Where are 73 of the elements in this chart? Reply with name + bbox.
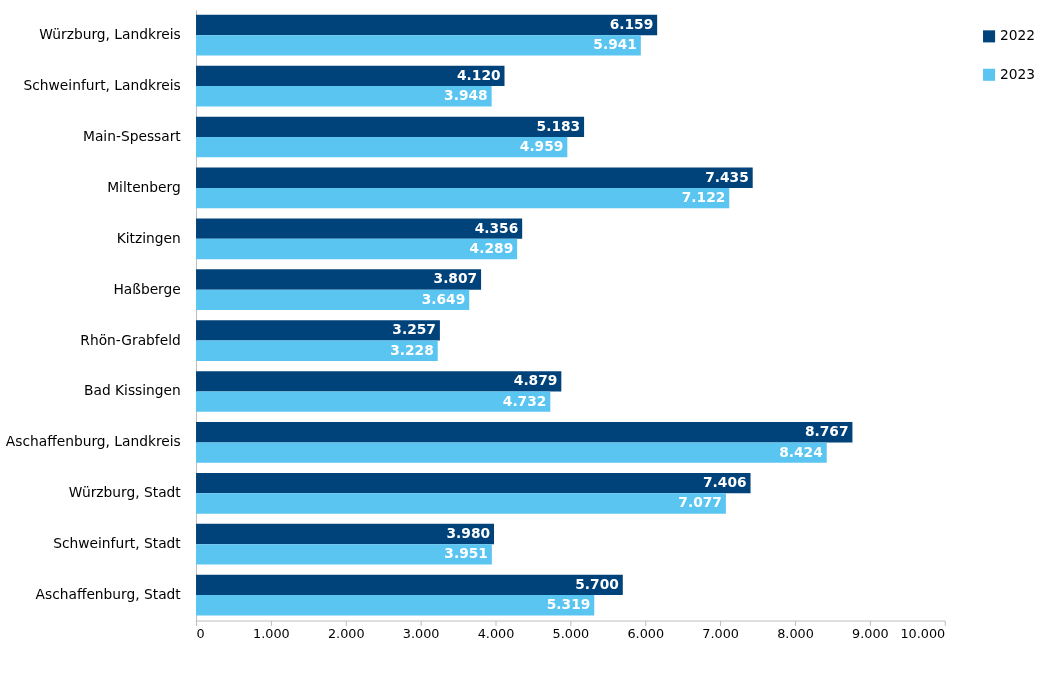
legend-label: 2022 [999, 27, 1035, 44]
data-label: 4.289 [469, 239, 514, 256]
bar [196, 238, 518, 260]
x-tick-label: 4.000 [477, 625, 515, 641]
x-tick-label: 10.000 [900, 625, 946, 641]
bar [196, 14, 658, 36]
y-tick-label: Kitzingen [116, 229, 181, 246]
legend-label: 2023 [999, 65, 1035, 82]
data-label: 3.228 [390, 341, 434, 358]
x-tick-label: 2.000 [327, 625, 365, 641]
bar [196, 218, 523, 239]
data-label: 8.767 [804, 423, 849, 440]
bar [196, 137, 568, 158]
y-tick-label: Haßberge [113, 280, 181, 297]
data-label: 4.732 [502, 392, 547, 409]
data-label: 7.122 [681, 189, 726, 206]
bar [196, 269, 482, 290]
data-label: 5.319 [546, 596, 591, 613]
data-label: 5.941 [593, 36, 637, 53]
x-tick-label: 6.000 [627, 625, 665, 641]
data-label: 7.077 [678, 494, 722, 511]
data-label: 3.951 [444, 545, 488, 562]
data-label: 7.406 [702, 474, 747, 491]
x-tick-label: 0 [196, 625, 205, 641]
bar [196, 493, 726, 514]
y-tick-label: Aschaffenburg, Stadt [35, 586, 182, 603]
data-label: 3.807 [433, 270, 478, 287]
data-label: 3.948 [444, 87, 488, 104]
bar [196, 167, 753, 188]
bar [196, 523, 495, 545]
data-label: 5.700 [575, 575, 619, 592]
data-label: 3.257 [392, 321, 436, 338]
bar [196, 65, 505, 87]
x-tick-label: 5.000 [552, 625, 590, 641]
y-tick-label: Rhön-Grabfeld [80, 331, 181, 348]
data-label: 3.649 [421, 290, 466, 307]
y-tick-label: Aschaffenburg, Landkreis [5, 433, 181, 450]
y-tick-label: Würzburg, Stadt [68, 484, 182, 501]
data-label: 7.435 [705, 168, 749, 185]
bar [196, 187, 730, 209]
bar [196, 86, 492, 107]
x-tick-label: 3.000 [402, 625, 440, 641]
bar [196, 472, 751, 494]
y-tick-label: Bad Kissingen [83, 382, 181, 399]
y-tick-label: Miltenberg [107, 178, 181, 195]
data-label: 4.356 [474, 219, 519, 236]
y-tick-label: Schweinfurt, Stadt [53, 535, 182, 552]
bar [196, 371, 562, 392]
y-tick-label: Würzburg, Landkreis [39, 26, 181, 43]
data-label: 6.159 [609, 15, 654, 32]
x-tick-label: 7.000 [702, 625, 739, 641]
bar [196, 289, 470, 311]
bar [196, 35, 641, 56]
bar [196, 595, 595, 616]
y-tick-label: Main-Spessart [83, 127, 182, 144]
data-label: 3.980 [446, 524, 491, 541]
x-tick-label: 1.000 [253, 625, 290, 641]
bar [196, 391, 551, 412]
data-label: 4.959 [519, 138, 564, 155]
bar [196, 422, 853, 443]
data-label: 5.183 [536, 117, 581, 134]
bar [196, 574, 623, 596]
bar [196, 320, 440, 341]
x-tick-label: 9.000 [852, 625, 889, 641]
bar [196, 544, 492, 565]
y-tick-label: Schweinfurt, Landkreis [23, 77, 181, 94]
bar [196, 442, 827, 463]
bar [196, 116, 585, 137]
data-label: 8.424 [779, 443, 823, 460]
bar [196, 340, 438, 361]
data-label: 4.879 [513, 372, 558, 389]
x-tick-label: 8.000 [777, 625, 814, 641]
data-label: 4.120 [456, 66, 501, 83]
